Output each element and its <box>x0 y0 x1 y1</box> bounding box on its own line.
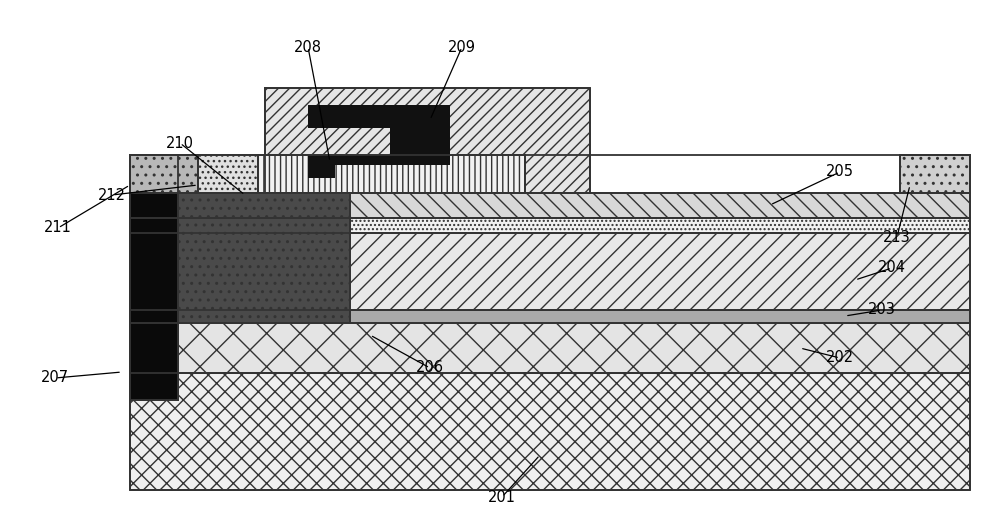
Text: 211: 211 <box>44 221 72 235</box>
Text: 209: 209 <box>448 40 476 54</box>
Text: 212: 212 <box>98 188 126 202</box>
Bar <box>130 193 970 218</box>
Bar <box>130 233 970 310</box>
Bar <box>130 323 970 373</box>
Text: 205: 205 <box>826 165 854 179</box>
Bar <box>130 155 178 400</box>
Text: 204: 204 <box>878 260 906 276</box>
Bar <box>258 155 525 193</box>
Bar <box>130 155 198 193</box>
Polygon shape <box>308 105 450 178</box>
Text: 210: 210 <box>166 135 194 151</box>
Bar <box>130 310 970 323</box>
Text: 206: 206 <box>416 360 444 376</box>
Text: 207: 207 <box>41 370 69 385</box>
Bar <box>198 155 258 193</box>
Bar <box>130 218 970 233</box>
Bar <box>130 373 970 490</box>
Text: 202: 202 <box>826 350 854 366</box>
Bar <box>265 88 590 193</box>
Text: 201: 201 <box>488 490 516 505</box>
Text: 203: 203 <box>868 302 896 317</box>
Text: 213: 213 <box>883 230 911 244</box>
Bar <box>900 155 970 193</box>
Bar <box>130 193 350 323</box>
Text: 208: 208 <box>294 40 322 54</box>
